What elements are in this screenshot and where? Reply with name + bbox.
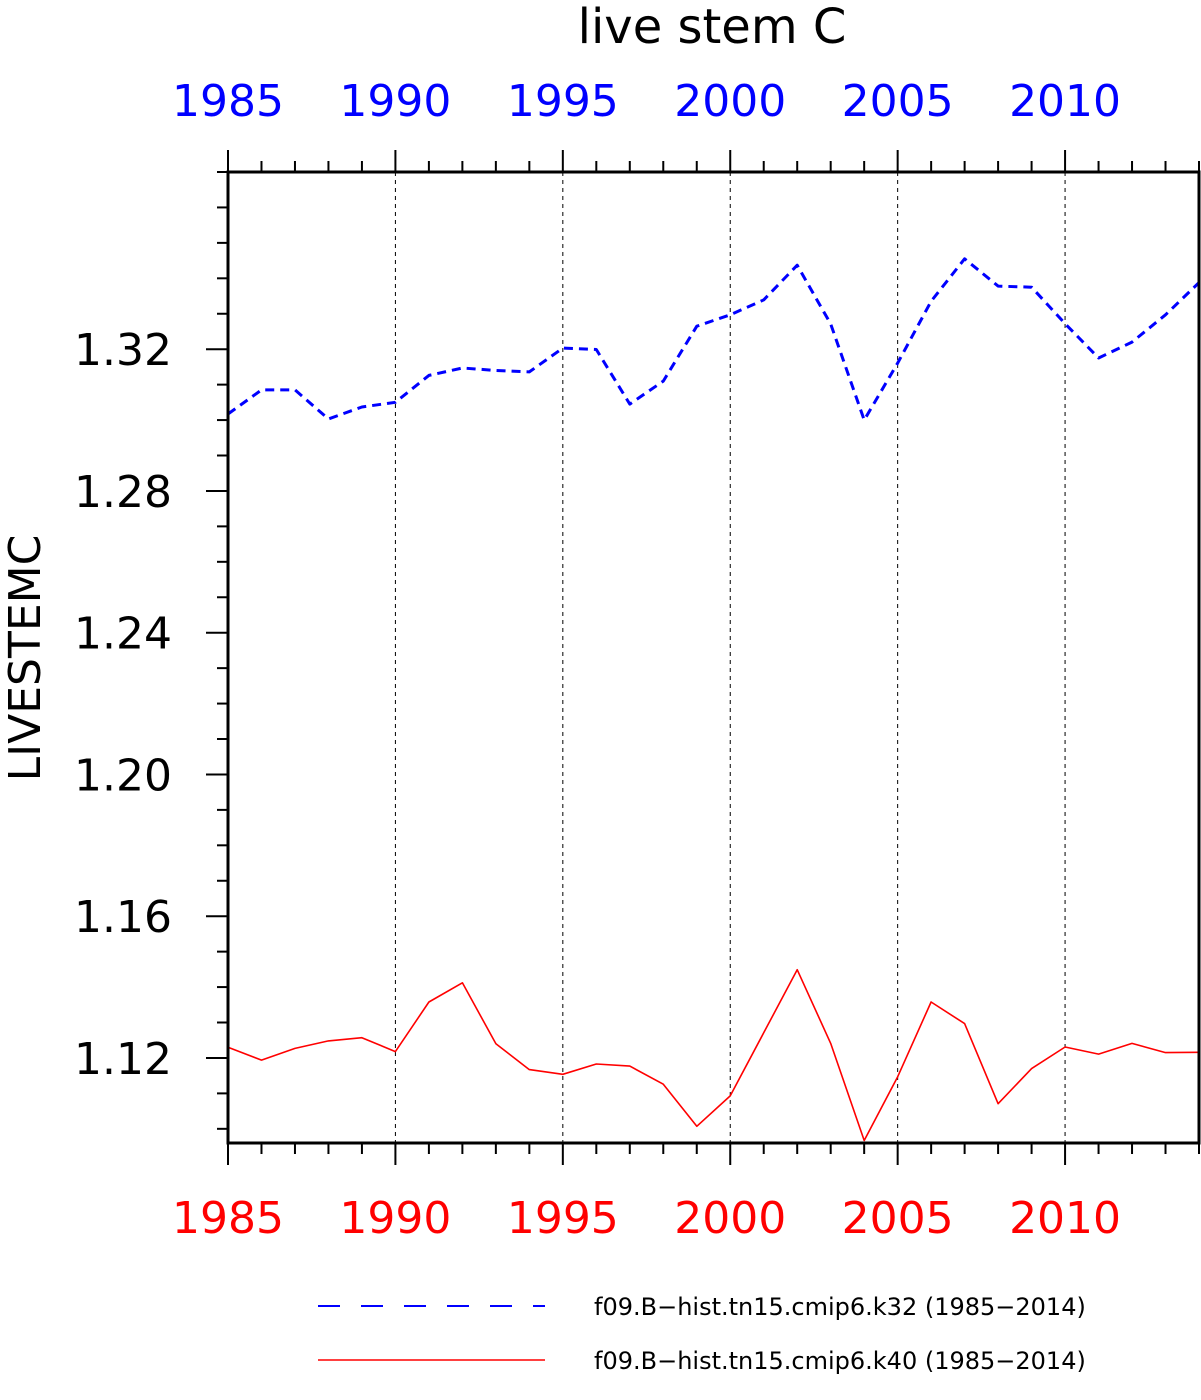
x-tick-label-top-1985: 1985: [172, 76, 284, 127]
series-group: [227, 257, 1201, 1142]
x-tick-label-top-1990: 1990: [339, 76, 451, 127]
series-line-2: [227, 968, 1200, 1142]
x-tick-label-top-2000: 2000: [674, 76, 786, 127]
legend: f09.B−hist.tn15.cmip6.k32 (1985−2014) f09…: [318, 1293, 1086, 1375]
x-tick-label-bottom-1990: 1990: [339, 1193, 451, 1244]
legend-label-1: f09.B−hist.tn15.cmip6.k32 (1985−2014): [594, 1293, 1086, 1321]
x-tick-label-bottom-2000: 2000: [674, 1193, 786, 1244]
y-tick-label-1.32: 1.32: [74, 325, 172, 376]
y-tick-label-1.20: 1.20: [74, 750, 172, 801]
gridlines: [394, 172, 1066, 1143]
y-tick-label-1.24: 1.24: [74, 609, 172, 660]
x-tick-label-top-1995: 1995: [507, 76, 619, 127]
x-tick-label-bottom-2010: 2010: [1009, 1193, 1121, 1244]
y-tick-label-1.28: 1.28: [74, 467, 172, 518]
x-tick-label-bottom-1995: 1995: [507, 1193, 619, 1244]
y-tick-label-1.16: 1.16: [74, 892, 172, 943]
x-tick-label-bottom-1985: 1985: [172, 1193, 284, 1244]
x-tick-label-top-2010: 2010: [1009, 76, 1121, 127]
y-tick-label-1.12: 1.12: [74, 1034, 172, 1085]
series-line-1: [227, 257, 1201, 422]
legend-label-2: f09.B−hist.tn15.cmip6.k40 (1985−2014): [594, 1347, 1086, 1375]
plot-frame: [226, 170, 1201, 1145]
x-tick-label-bottom-2005: 2005: [842, 1193, 954, 1244]
x-tick-label-top-2005: 2005: [842, 76, 954, 127]
y-axis-label: LIVESTEMC: [0, 535, 51, 782]
chart-title: live stem C: [578, 0, 847, 55]
axes: 1985 1985 1990 1990 1995 1995 2000 2000 2005 2005…: [74, 76, 1201, 1244]
